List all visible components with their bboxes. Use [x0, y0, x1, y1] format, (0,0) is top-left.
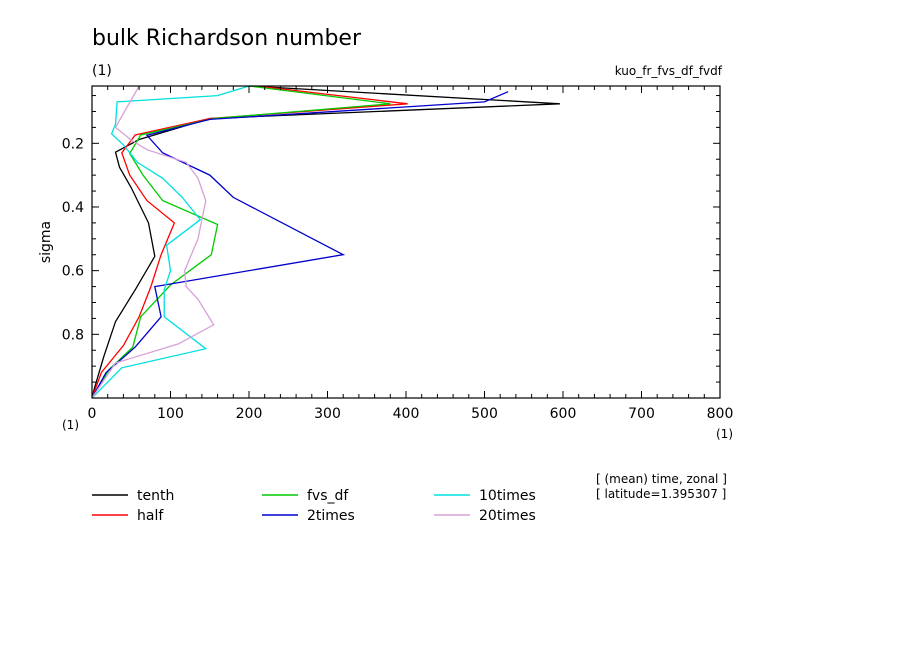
series-line-20times: [92, 86, 215, 398]
legend-label-fvs_df: fvs_df: [307, 488, 349, 504]
x-tick-label: 700: [628, 406, 655, 422]
x-tick-label: 600: [550, 406, 577, 422]
x-tick-label: 800: [707, 406, 734, 422]
y-tick-label: 0.2: [62, 136, 84, 152]
x-axis-unit: (1): [716, 427, 733, 441]
x-tick-label: 400: [393, 406, 420, 422]
legend-label-10times: 10times: [479, 488, 536, 504]
plot-frame: [91, 85, 721, 399]
title-unit: (1): [92, 63, 112, 79]
x-tick-label: 500: [471, 406, 498, 422]
legend-label-2times: 2times: [307, 508, 355, 524]
series-line-10times: [92, 86, 250, 398]
series-group: [92, 86, 560, 398]
info-line-2: [ latitude=1.395307 ]: [596, 487, 726, 501]
chart-title: bulk Richardson number: [92, 26, 362, 51]
info-line-1: [ (mean) time, zonal ]: [596, 472, 727, 486]
y-tick-label: 0.4: [62, 200, 84, 216]
y-axis-label: sigma: [38, 221, 54, 263]
series-line-fvs_df: [92, 86, 391, 398]
legend-label-20times: 20times: [479, 508, 536, 524]
series-line-2times: [92, 91, 509, 398]
x-tick-label: 300: [314, 406, 341, 422]
experiment-label: kuo_fr_fvs_df_fvdf: [615, 64, 723, 78]
legend: tenth half fvs_df 2times 10times 20times: [92, 488, 536, 524]
x-tick-label: 0: [88, 406, 97, 422]
y-axis-unit: (1): [62, 418, 79, 432]
legend-label-tenth: tenth: [137, 488, 174, 504]
y-tick-label: 0.8: [62, 327, 84, 343]
x-tick-label: 100: [157, 406, 184, 422]
series-line-tenth: [92, 86, 560, 398]
y-tick-label: 0.6: [62, 264, 84, 280]
legend-label-half: half: [137, 508, 164, 524]
x-tick-label: 200: [236, 406, 263, 422]
plot-area: 0 100 200 300 400 500 600 700 800 0.2 0.4 0.6 0.8: [62, 85, 734, 422]
series-line-half: [92, 86, 408, 398]
